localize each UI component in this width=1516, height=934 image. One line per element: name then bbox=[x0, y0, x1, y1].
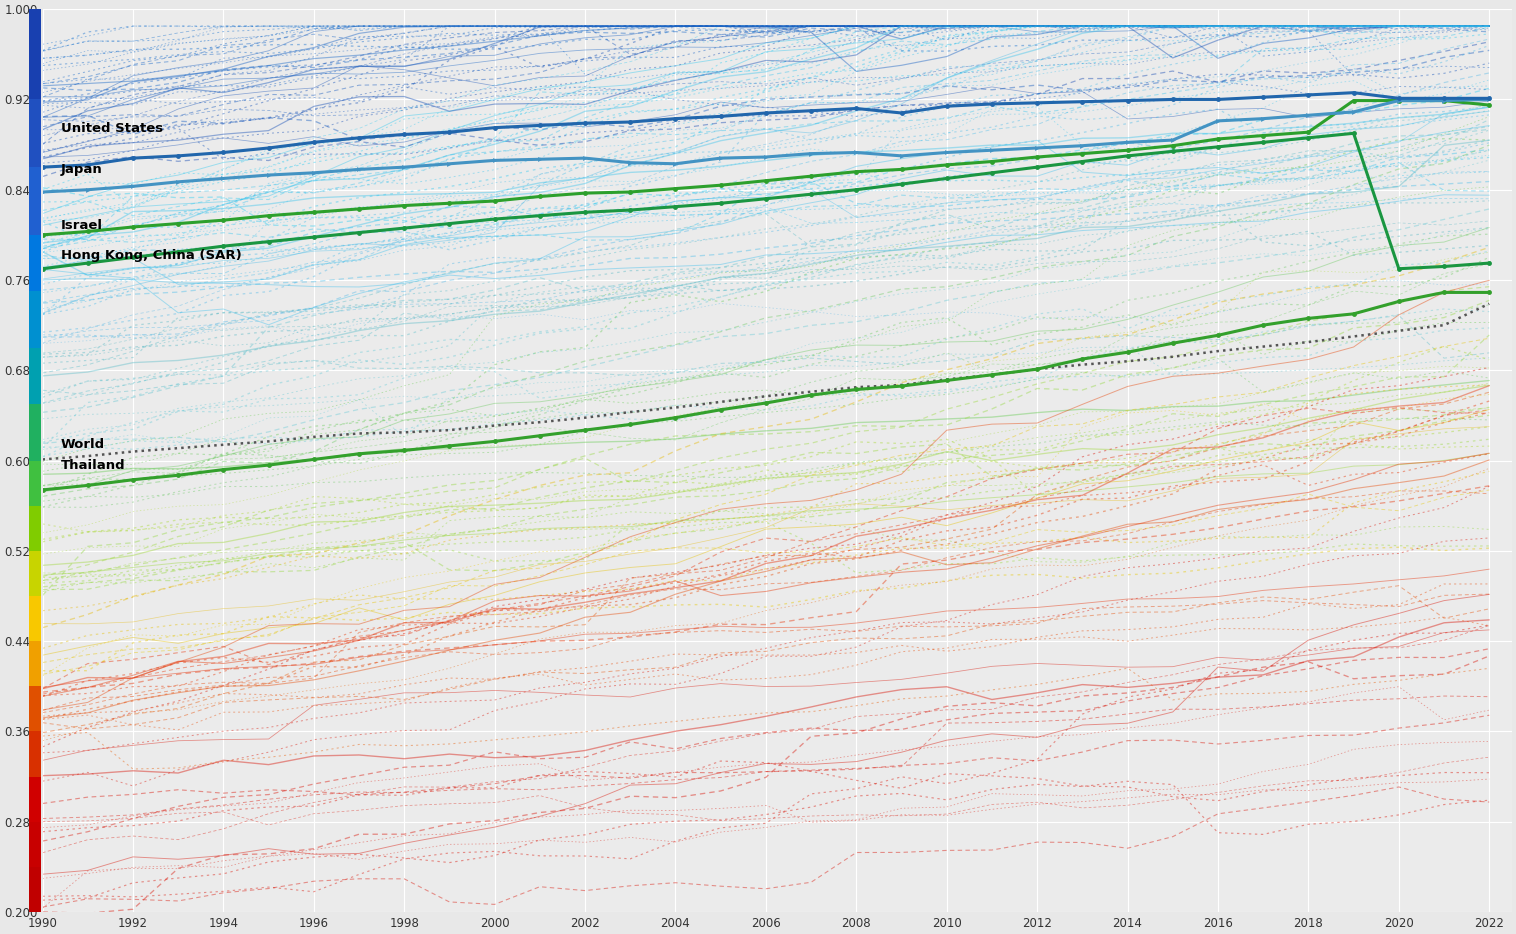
Bar bbox=[29, 234, 41, 291]
Bar bbox=[29, 347, 41, 404]
Bar bbox=[29, 167, 41, 234]
Text: United States: United States bbox=[61, 122, 162, 135]
Bar bbox=[29, 551, 41, 596]
Bar bbox=[29, 505, 41, 551]
Bar bbox=[29, 9, 41, 99]
Bar bbox=[29, 867, 41, 912]
Bar bbox=[29, 731, 41, 776]
Bar bbox=[29, 404, 41, 460]
Text: Hong Kong, China (SAR): Hong Kong, China (SAR) bbox=[61, 248, 241, 262]
Bar bbox=[29, 686, 41, 731]
Text: World: World bbox=[61, 438, 105, 451]
Bar bbox=[29, 291, 41, 347]
Text: Israel: Israel bbox=[61, 219, 103, 233]
Bar bbox=[29, 822, 41, 867]
Bar bbox=[29, 776, 41, 822]
Bar bbox=[29, 460, 41, 505]
Bar bbox=[29, 641, 41, 686]
Text: Japan: Japan bbox=[61, 163, 103, 176]
Text: Thailand: Thailand bbox=[61, 459, 126, 472]
Bar bbox=[29, 596, 41, 641]
Bar bbox=[29, 99, 41, 167]
